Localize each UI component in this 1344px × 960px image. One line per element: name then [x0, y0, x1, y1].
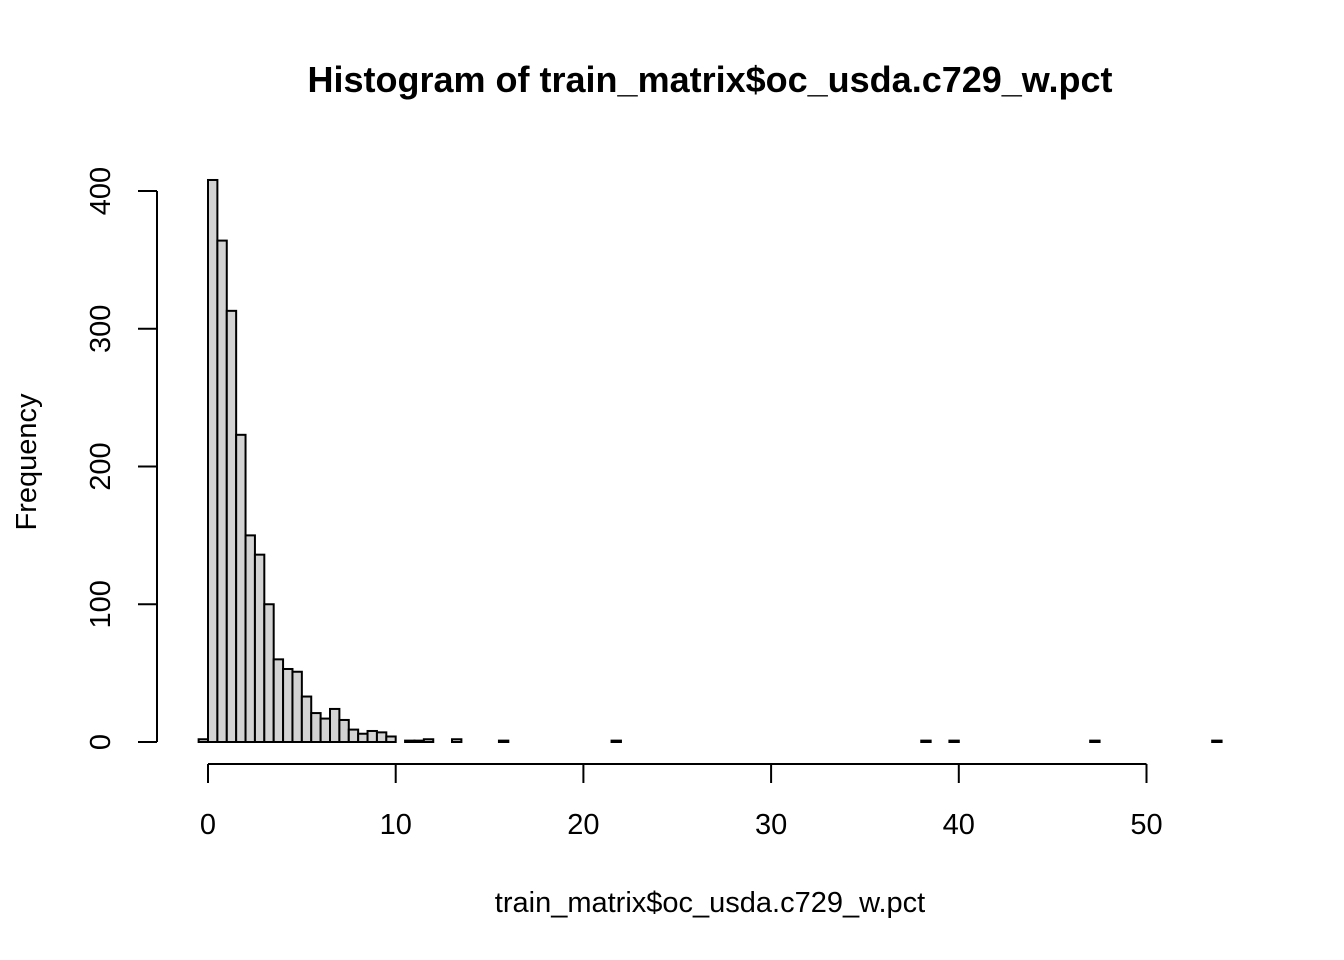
histogram-bar	[329, 707, 341, 744]
histogram-bar	[197, 738, 209, 743]
histogram-bar	[1211, 739, 1223, 743]
y-tick-label: 300	[85, 305, 117, 353]
x-tick-label: 30	[755, 809, 787, 841]
histogram-bar	[366, 729, 378, 743]
histogram-bar	[319, 717, 331, 744]
histogram-bar	[413, 739, 425, 743]
chart-title: Histogram of train_matrix$oc_usda.c729_w…	[308, 59, 1113, 100]
histogram-bar	[225, 309, 238, 743]
y-tick-label: 0	[85, 734, 117, 750]
histogram-bar	[235, 433, 247, 743]
histogram-bar	[1089, 739, 1101, 743]
histogram-bar	[948, 739, 960, 743]
histogram-bar	[338, 718, 350, 744]
y-tick-label: 400	[85, 167, 117, 215]
histogram-bar	[610, 739, 622, 743]
histogram-bar	[263, 603, 275, 743]
histogram-bar	[253, 553, 266, 743]
x-axis: 0 10 20 30 40 50	[200, 763, 1163, 841]
histogram-bar	[291, 670, 303, 743]
histogram-bar	[300, 695, 313, 743]
x-tick-label: 0	[200, 809, 216, 841]
histogram-bar	[347, 728, 360, 743]
histogram-bar	[216, 239, 228, 743]
x-tick-label: 20	[567, 809, 599, 841]
histogram-bar	[357, 732, 369, 743]
histogram-bar	[385, 735, 397, 743]
histogram-bar	[375, 731, 388, 743]
histogram-bar	[244, 534, 256, 744]
y-tick-label: 200	[85, 442, 117, 490]
histogram-bar	[310, 712, 322, 744]
histogram-bar	[404, 739, 416, 743]
histogram-bar	[272, 658, 285, 743]
histogram-bar	[207, 178, 219, 744]
y-axis: 0 100 200 300 400	[85, 167, 158, 750]
histogram-bar	[282, 667, 294, 743]
y-tick-label: 100	[85, 580, 117, 628]
histogram-bar	[920, 739, 932, 743]
x-axis-label: train_matrix$oc_usda.c729_w.pct	[495, 887, 925, 919]
x-tick-label: 10	[380, 809, 412, 841]
y-axis-label: Frequency	[11, 393, 43, 531]
x-tick-label: 50	[1130, 809, 1162, 841]
x-tick-label: 40	[943, 809, 975, 841]
bars-group	[197, 178, 1223, 744]
histogram-bar	[451, 738, 463, 743]
histogram-bar	[497, 739, 510, 743]
histogram-bar	[422, 738, 435, 743]
